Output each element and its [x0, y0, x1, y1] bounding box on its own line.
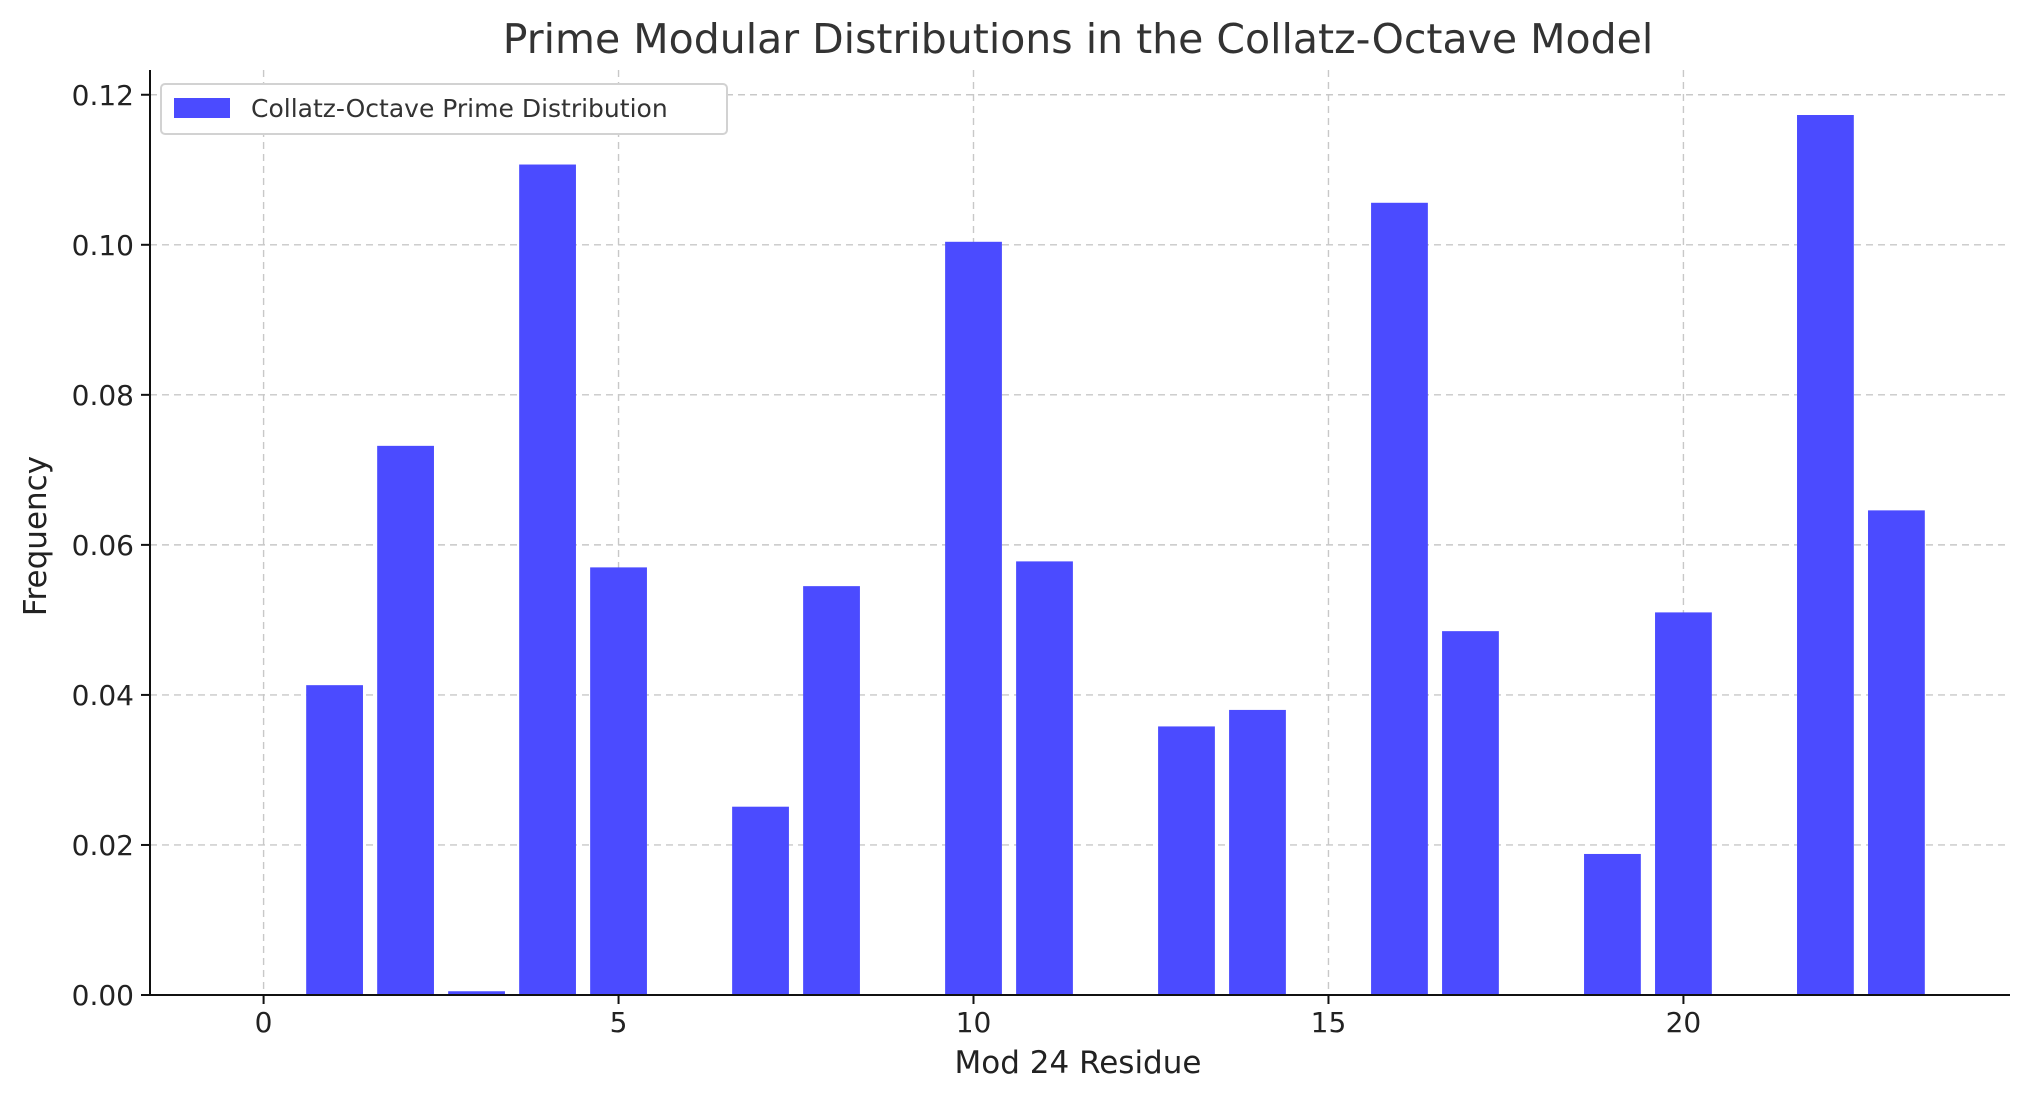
y-tick-label: 0.06 [72, 529, 134, 562]
bars-layer [306, 115, 1925, 996]
bar [1016, 561, 1073, 995]
bar [945, 241, 1002, 995]
y-tick-label: 0.04 [72, 679, 134, 712]
legend: Collatz-Octave Prime Distribution [160, 83, 728, 135]
y-tick-label: 0.02 [72, 829, 134, 862]
legend-label: Collatz-Octave Prime Distribution [251, 94, 668, 123]
bar [803, 586, 860, 995]
axes-layer: 0 5 10 15 20 0.00 0.02 0.04 0.06 0.08 0.10 0.12 [72, 70, 2010, 1039]
legend-swatch [174, 98, 230, 118]
bar [377, 445, 434, 996]
bar [1158, 726, 1215, 995]
legend-box [160, 83, 728, 135]
y-tick-label: 0.08 [72, 379, 134, 412]
x-tick-label: 20 [1666, 1006, 1702, 1039]
y-tick-label: 0.00 [72, 979, 134, 1012]
bar [448, 991, 505, 995]
chart-title: Prime Modular Distributions in the Colla… [503, 15, 1653, 63]
bar [1584, 853, 1641, 995]
bar [732, 806, 789, 995]
y-axis-label: Frequency [18, 456, 54, 616]
x-tick-label: 0 [255, 1006, 273, 1039]
y-tick-label: 0.12 [72, 79, 134, 112]
bar [1442, 631, 1499, 995]
x-tick-label: 10 [956, 1006, 992, 1039]
bar [1797, 115, 1854, 996]
bar [1655, 612, 1712, 995]
bar [519, 164, 576, 996]
bar [1868, 510, 1925, 995]
x-axis-label: Mod 24 Residue [955, 1045, 1202, 1081]
bar [1229, 709, 1286, 995]
bar [1371, 202, 1428, 995]
x-tick-label: 5 [610, 1006, 628, 1039]
bar [590, 567, 647, 995]
x-tick-label: 15 [1311, 1006, 1347, 1039]
bar [306, 685, 363, 995]
y-tick-label: 0.10 [72, 229, 134, 262]
